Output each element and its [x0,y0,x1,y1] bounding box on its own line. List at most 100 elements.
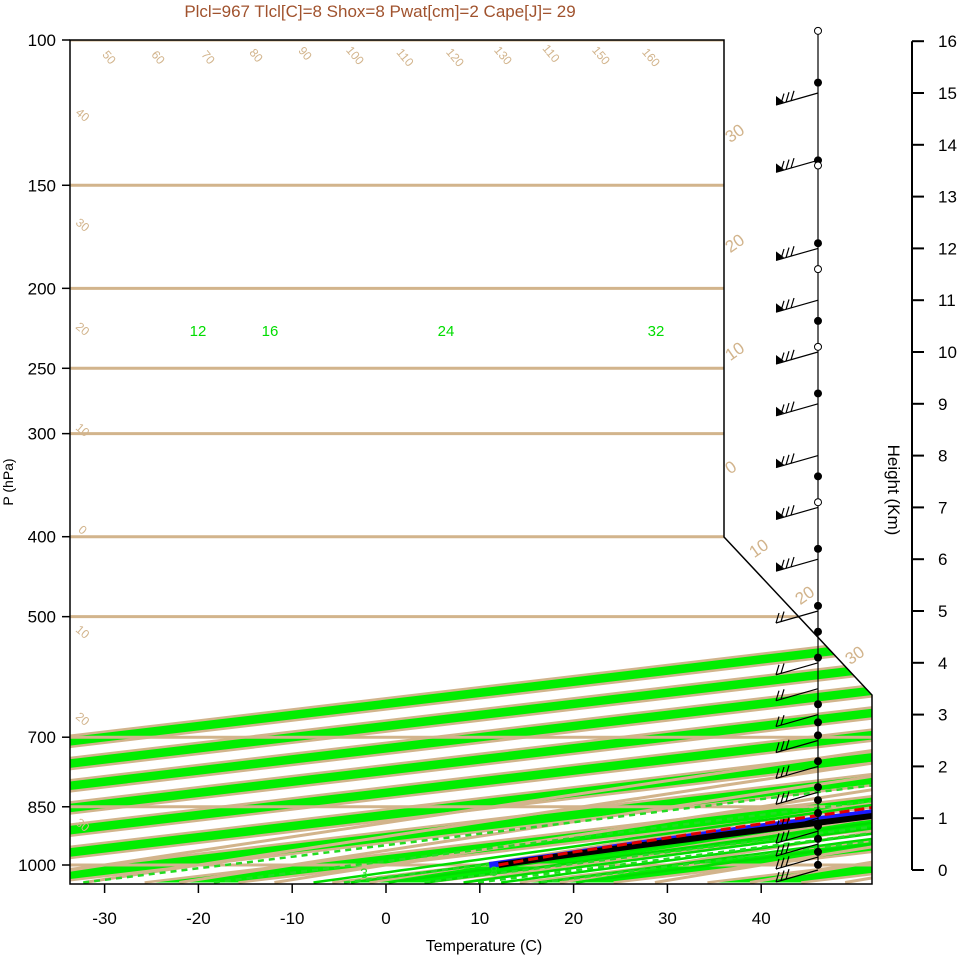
barb-flag [785,843,790,854]
height-tick-label: 2 [938,757,947,776]
temp-tick-label: -20 [186,909,211,928]
barb-flag [775,768,780,779]
barb-pennant [776,406,784,416]
barb-shaft [775,830,819,844]
barb-shaft [775,739,819,754]
isotherm-line [70,40,872,884]
height-tick-label: 12 [938,239,957,258]
barb-flag [775,820,780,831]
height-tick-label: 11 [938,291,956,310]
moist-adiabat [425,287,872,884]
chart-title: Plcl=967 Tlcl[C]=8 Shox=8 Pwat[cm]=2 Cap… [184,2,575,21]
barb-pennant [776,458,784,468]
barb-shaft [775,869,819,883]
barb-flag [780,857,785,868]
barb-flag [780,715,785,726]
moist-adiabat [350,287,872,884]
level-dot [814,544,822,553]
barb-flag [775,858,780,870]
level-dot [814,700,822,709]
dry-adiabat-label: 150 [589,43,613,68]
barb-pennant [776,251,784,261]
moist-adiabat-label: 24 [438,323,455,340]
temp-tick-label: 0 [381,909,390,928]
level-dot [814,601,822,610]
level-dot [814,796,822,805]
height-tick-label: 6 [938,550,947,569]
level-dot-open [814,161,822,170]
dry-adiabat-label: 70 [198,48,218,67]
barb-flag [785,869,790,880]
temp-tick-label: 10 [470,909,489,928]
barb-flag [775,690,780,701]
level-dot-open [814,498,822,507]
level-dot [814,718,822,727]
dry-adiabat-label: 160 [639,45,663,70]
barb-shaft [775,856,819,870]
barb-flag [780,792,785,804]
barb-flag [790,556,795,568]
isotherm-bands [70,40,872,883]
mixing-ratio-label: 3 [360,865,368,881]
mixing-ratio-label: 8 [490,863,498,879]
moist-adiabat [463,287,872,884]
height-tick-label: 16 [938,32,957,51]
height-tick-label: 15 [938,84,957,103]
level-dot [814,239,822,248]
barb-flag [790,453,795,464]
dry-adiabat [274,40,872,884]
barb-pennant [776,96,784,105]
level-dot [814,783,822,792]
barb-flag [780,93,785,104]
level-dot [814,847,822,856]
dry-adiabat-label: 90 [295,44,315,63]
isotherm-label: 20 [792,582,818,608]
barb-flag [785,299,790,310]
isotherm-line [70,40,872,884]
barb-shaft [775,765,819,779]
moist-adiabat-label: 32 [648,323,665,340]
barb-flag [780,456,785,467]
barb-flag [775,664,780,675]
level-dot [814,389,822,398]
barb-shaft [775,662,819,676]
p-tick-label: 100 [28,31,56,50]
level-dot-open [814,26,822,35]
level-dot [814,472,822,481]
temp-tick-label: 40 [752,909,771,928]
dry-adiabat-label: 50 [99,48,119,67]
isotherm-line [70,40,872,884]
barb-flag [780,404,785,415]
barb-flag [785,558,790,569]
mixing-ratio-lines [83,535,872,884]
barb-pennant [776,510,784,520]
isotherm-line [70,40,872,884]
plot-frame [69,39,873,885]
sounding-profiles [488,71,872,868]
parcel-profile [498,805,872,867]
barb-shaft [775,455,819,469]
height-tick-label: 0 [938,861,947,880]
isotherm-line [70,40,872,884]
barb-flag [780,160,785,172]
isotherm-line [70,40,872,884]
barb-flag [790,349,795,360]
p-tick-label: 300 [28,425,56,444]
temp-tick-label: -10 [280,909,305,928]
p-tick-label: 500 [28,608,56,627]
barb-shaft [775,299,819,313]
barb-shaft [775,610,819,624]
p-tick-label: 150 [28,176,56,195]
dry-adiabat-label: 110 [394,46,417,70]
dry-adiabat-label: 100 [343,43,367,68]
p-tick-label: 700 [28,728,56,747]
barb-flag [775,832,780,844]
height-tick-label: 7 [938,498,947,517]
barb-flag [780,248,785,260]
barb-flag [775,871,780,883]
height-axis-title: Height (Km) [884,445,903,536]
barb-pennant [776,562,784,572]
